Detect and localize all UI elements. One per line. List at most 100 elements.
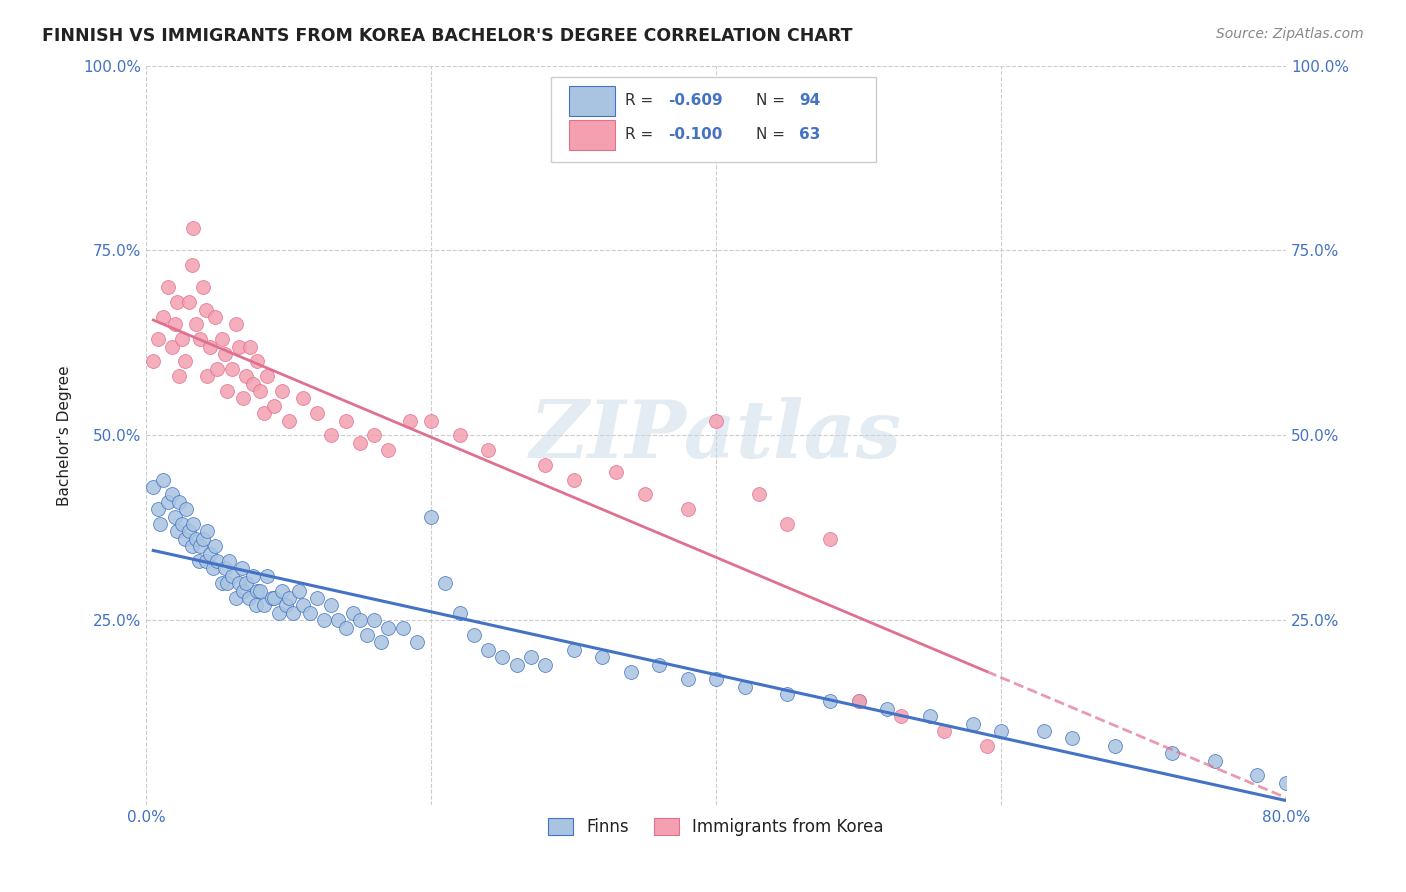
Point [976,739,998,753]
Point [349,435,371,450]
Point [149,516,172,531]
Point [876,702,898,716]
Point [335,621,357,635]
Point [634,487,657,501]
Point [211,332,233,346]
Point [377,621,399,635]
Point [391,621,413,635]
Point [177,524,200,539]
Point [173,354,195,368]
Text: 63: 63 [799,127,821,142]
Point [534,657,557,672]
Point [1062,731,1084,746]
Point [166,524,188,539]
Text: -0.609: -0.609 [668,93,723,108]
Point [748,487,770,501]
Point [291,392,314,406]
Point [277,591,299,605]
Point [287,583,309,598]
Point [238,591,260,605]
Point [1275,776,1298,790]
Point [918,709,941,723]
Point [291,599,314,613]
Point [231,561,253,575]
Point [990,724,1012,739]
Point [207,361,229,376]
Point [298,606,321,620]
Point [848,694,870,708]
Point [228,340,250,354]
Point [962,716,984,731]
Point [160,340,183,354]
Point [270,384,292,398]
Point [1246,768,1268,782]
Point [449,428,471,442]
Point [225,318,247,332]
Point [520,650,543,665]
Point [420,509,443,524]
Point [363,613,385,627]
Legend: Finns, Immigrants from Korea: Finns, Immigrants from Korea [540,810,893,845]
Point [676,502,699,516]
Point [228,576,250,591]
Text: R =: R = [624,127,658,142]
Point [1032,724,1054,739]
Point [253,406,276,420]
Point [191,280,214,294]
Point [180,539,202,553]
Point [142,480,165,494]
Point [173,532,195,546]
Point [1161,746,1184,760]
Point [184,318,207,332]
Point [356,628,378,642]
Point [328,613,350,627]
Point [214,347,236,361]
Point [605,465,627,479]
Point [207,554,229,568]
Point [377,443,399,458]
Point [477,443,499,458]
Point [776,687,799,701]
Point [170,332,193,346]
Point [204,539,226,553]
Point [648,657,671,672]
Point [370,635,392,649]
Point [704,673,727,687]
Point [195,302,218,317]
Text: N =: N = [756,127,790,142]
Point [170,516,193,531]
Point [363,428,385,442]
Point [335,413,357,427]
Text: 94: 94 [799,93,821,108]
Point [890,709,912,723]
Point [166,295,188,310]
Point [281,606,304,620]
Point [211,576,233,591]
Point [277,413,299,427]
Point [218,554,240,568]
Point [195,554,218,568]
Text: Source: ZipAtlas.com: Source: ZipAtlas.com [1216,27,1364,41]
Point [239,340,262,354]
Point [534,458,557,472]
Point [225,591,247,605]
Point [160,487,183,501]
Point [200,340,222,354]
Point [156,495,179,509]
Point [187,554,209,568]
Point [263,591,285,605]
Point [152,310,174,324]
Point [256,569,278,583]
Point [342,606,364,620]
Point [146,332,169,346]
Point [217,576,239,591]
Point [214,561,236,575]
FancyBboxPatch shape [569,120,614,150]
Point [463,628,485,642]
Point [156,280,179,294]
Point [398,413,420,427]
FancyBboxPatch shape [569,87,614,116]
Text: FINNISH VS IMMIGRANTS FROM KOREA BACHELOR'S DEGREE CORRELATION CHART: FINNISH VS IMMIGRANTS FROM KOREA BACHELO… [42,27,852,45]
Point [267,606,290,620]
Point [321,599,343,613]
